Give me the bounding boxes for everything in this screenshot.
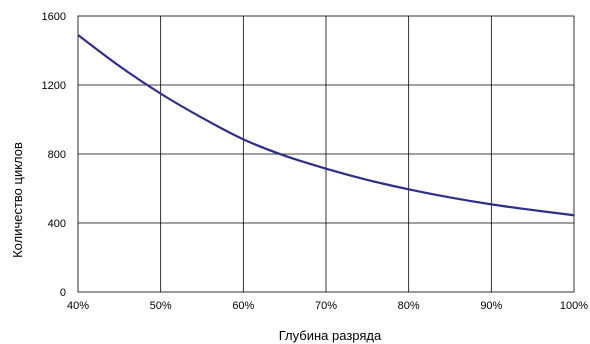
plot-frame xyxy=(77,15,575,293)
grid-layer xyxy=(78,16,574,292)
plot-area-border xyxy=(77,15,575,293)
y-axis-title: Количество циклов xyxy=(10,142,25,258)
y-tick-label: 400 xyxy=(48,218,66,230)
y-tick-label: 1600 xyxy=(42,11,66,23)
x-tick-label: 100% xyxy=(560,300,588,312)
x-tick-labels: 40% 50% 60% 70% 80% 90% 100% xyxy=(67,300,588,312)
x-tick-label: 60% xyxy=(232,300,254,312)
series-layer xyxy=(77,34,575,217)
y-tick-label: 0 xyxy=(60,287,66,299)
x-tick-label: 70% xyxy=(315,300,337,312)
y-tick-labels: 0 400 800 1200 1600 xyxy=(42,11,66,299)
x-tick-label: 40% xyxy=(67,300,89,312)
x-tick-label: 50% xyxy=(150,300,172,312)
y-tick-label: 800 xyxy=(48,149,66,161)
series-line-0 xyxy=(77,34,575,217)
x-tick-label: 90% xyxy=(480,300,502,312)
y-tick-label: 1200 xyxy=(42,80,66,92)
x-axis-title: Глубина разряда xyxy=(279,328,382,343)
x-tick-label: 80% xyxy=(398,300,420,312)
